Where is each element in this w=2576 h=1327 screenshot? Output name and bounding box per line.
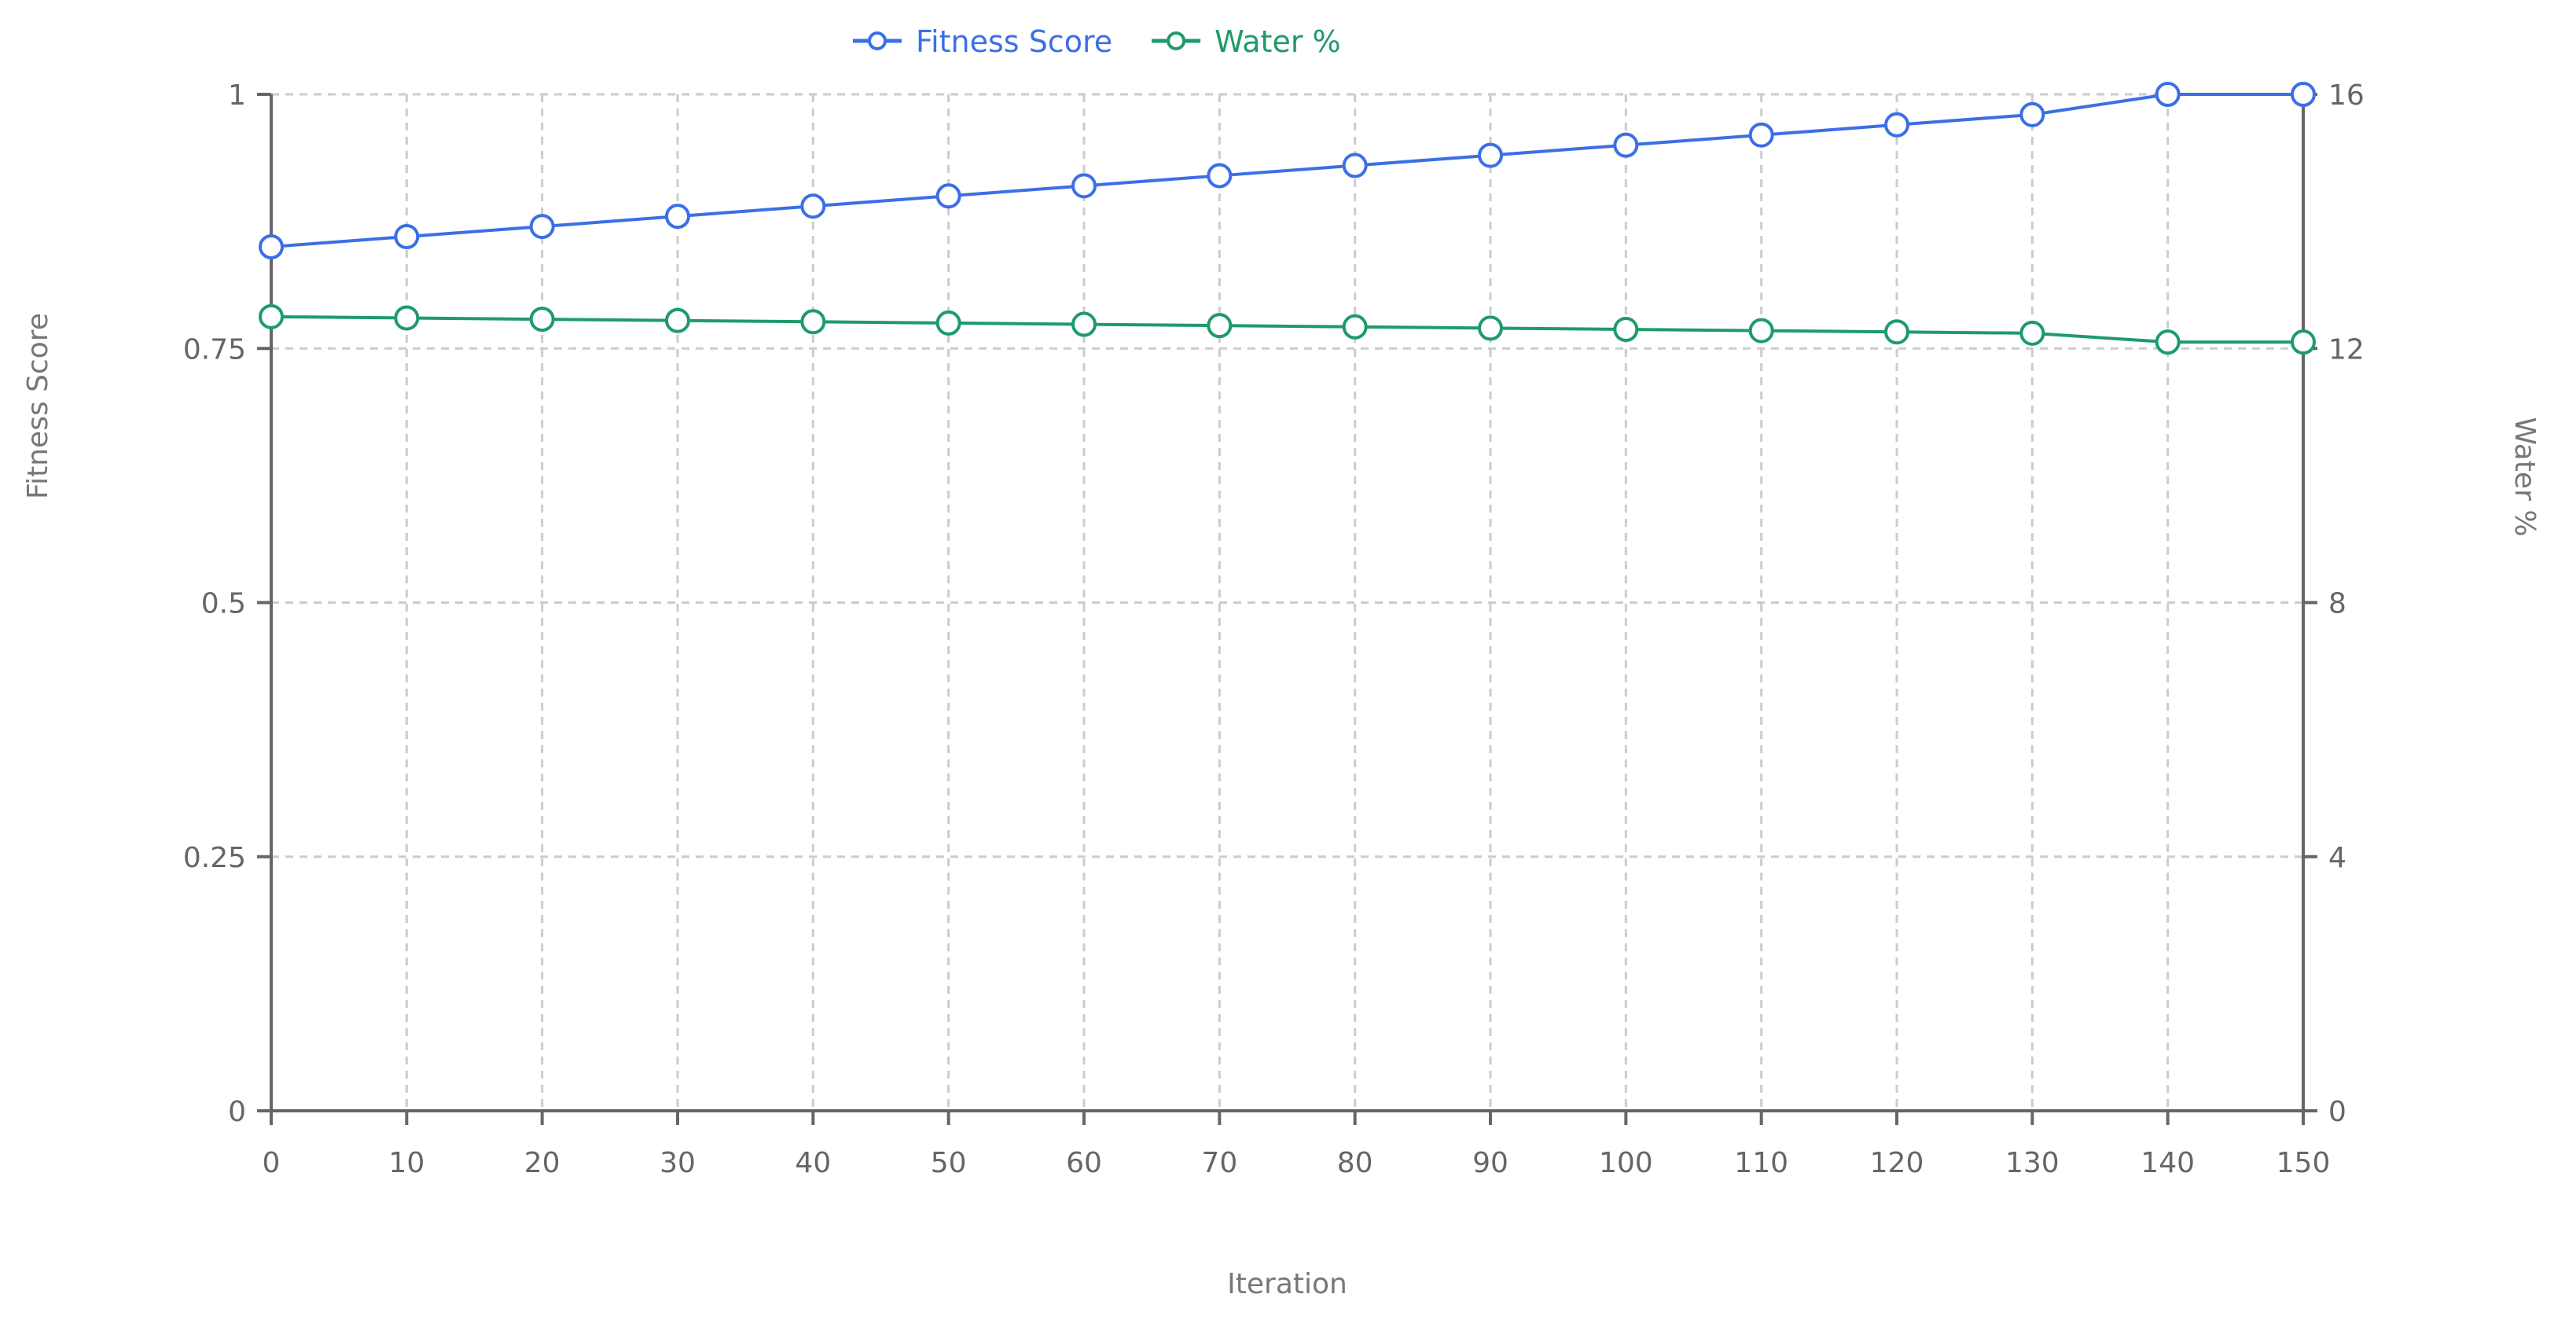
- x-tick-label: 20: [524, 1147, 560, 1179]
- series-point-0: [1748, 122, 1774, 148]
- x-tick-label: 30: [660, 1147, 696, 1179]
- y-right-tick-label: 12: [2328, 333, 2365, 366]
- x-tick-label: 100: [1599, 1147, 1653, 1179]
- x-tick-label: 110: [1734, 1147, 1788, 1179]
- y-left-tick-label: 0.5: [201, 588, 246, 620]
- series-line-1: [270, 314, 2303, 344]
- x-tick-label: 130: [2005, 1147, 2060, 1179]
- series-point-1: [1478, 315, 1503, 341]
- y-right-tick-label: 0: [2328, 1096, 2346, 1128]
- series-point-1: [529, 307, 555, 333]
- series-point-1: [800, 309, 826, 335]
- x-axis-title: Iteration: [1227, 1268, 1347, 1300]
- series-point-0: [2019, 101, 2045, 127]
- series-point-0: [1071, 173, 1097, 199]
- x-tick-label: 140: [2141, 1147, 2195, 1179]
- y-right-tick-label: 4: [2328, 842, 2346, 874]
- series-point-0: [935, 183, 961, 209]
- y-left-tick-label: 0.75: [183, 333, 246, 366]
- legend-marker-1: [1167, 31, 1186, 50]
- legend-label-0: Fitness Score: [916, 24, 1112, 59]
- legend: Fitness Score Water %: [853, 24, 1341, 59]
- y-axis-left-title: Fitness Score: [22, 313, 54, 499]
- series-point-1: [1884, 319, 1909, 345]
- series-point-0: [1613, 132, 1639, 158]
- x-tick-label: 90: [1472, 1147, 1508, 1179]
- series-point-1: [1613, 317, 1639, 343]
- series-point-1: [665, 307, 690, 333]
- series-point-1: [1342, 314, 1368, 340]
- series-point-1: [2019, 320, 2045, 346]
- series-point-0: [1207, 163, 1233, 189]
- series-point-0: [1342, 153, 1368, 178]
- grid: [270, 93, 2305, 1112]
- series-point-1: [1207, 313, 1233, 339]
- series-point-1: [935, 310, 961, 336]
- series-point-0: [1478, 142, 1503, 168]
- series-layer: [259, 82, 2316, 355]
- series-point-0: [259, 233, 284, 259]
- series-point-1: [2291, 329, 2316, 355]
- x-tick-label: 120: [1870, 1147, 1924, 1179]
- series-point-1: [1071, 311, 1097, 337]
- axis-titles: Iteration Fitness Score Water %: [22, 313, 2541, 1300]
- series-point-0: [394, 224, 420, 250]
- y-left-tick-label: 0.25: [183, 842, 246, 874]
- x-tick-label: 0: [263, 1147, 281, 1179]
- x-tick-label: 50: [931, 1147, 967, 1179]
- y-right-tick-label: 16: [2328, 79, 2365, 112]
- x-tick-label: 150: [2277, 1147, 2331, 1179]
- y-left-tick-label: 0: [228, 1096, 246, 1128]
- legend-label-1: Water %: [1215, 24, 1341, 59]
- series-point-0: [1884, 112, 1909, 138]
- x-tick-label: 60: [1066, 1147, 1102, 1179]
- series-point-1: [1748, 318, 1774, 344]
- x-tick-label: 40: [795, 1147, 831, 1179]
- x-tick-label: 80: [1337, 1147, 1373, 1179]
- y-axis-right-title: Water %: [2508, 417, 2541, 536]
- series-point-0: [800, 193, 826, 219]
- axes: 0 10 20 30 40 50 60 70 80 90 100 110 120 130 140 15000.…: [183, 79, 2365, 1179]
- series-point-1: [259, 303, 284, 329]
- series-line-0: [270, 93, 2303, 248]
- x-tick-label: 70: [1201, 1147, 1237, 1179]
- x-tick-label: 10: [388, 1147, 424, 1179]
- legend-marker-0: [868, 31, 887, 50]
- series-point-0: [665, 204, 690, 230]
- series-point-0: [2155, 82, 2181, 107]
- series-point-0: [529, 214, 555, 240]
- y-right-tick-label: 8: [2328, 588, 2346, 620]
- series-point-1: [2155, 329, 2181, 355]
- y-left-tick-label: 1: [228, 79, 246, 112]
- series-point-1: [394, 305, 420, 331]
- series-point-0: [2291, 82, 2316, 107]
